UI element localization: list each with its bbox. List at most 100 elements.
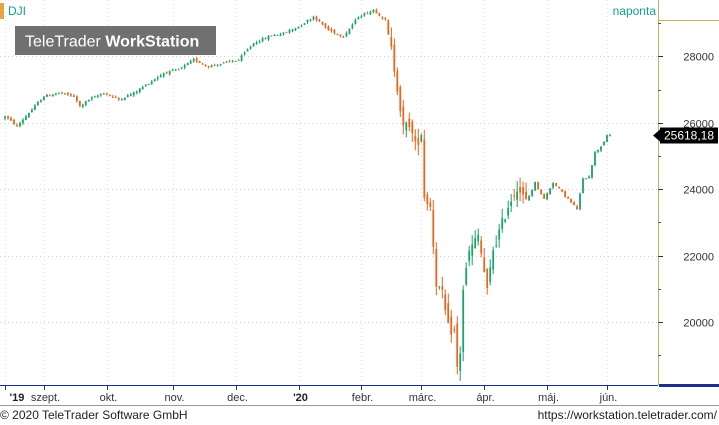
candle-body — [387, 20, 390, 35]
candle-body — [549, 188, 551, 194]
candle-body — [465, 267, 468, 285]
candle-body — [168, 70, 171, 75]
candle-body — [195, 58, 198, 62]
x-tick-label: ápr. — [476, 392, 494, 404]
x-tick-label: dec. — [227, 392, 248, 404]
candle-body — [31, 109, 33, 113]
candle-body — [546, 193, 548, 200]
candlestick-series[interactable] — [4, 8, 611, 381]
candle-body — [405, 122, 408, 131]
candle-body — [606, 135, 608, 142]
candle-body — [255, 42, 258, 45]
candle-body — [414, 136, 417, 142]
candle-body — [498, 229, 501, 240]
candle-body — [495, 245, 498, 247]
candle-body — [561, 189, 563, 192]
footer-copyright: © 2020 TeleTrader Software GmbH — [0, 408, 188, 422]
candle-body — [249, 46, 252, 49]
candle-body — [474, 237, 477, 249]
candle-body — [363, 13, 366, 16]
x-tick-label: jún. — [599, 392, 618, 404]
candle-body — [144, 84, 147, 87]
candle-body — [285, 31, 288, 33]
candle-body — [108, 94, 111, 96]
candle-body — [10, 117, 12, 121]
candle-body — [462, 290, 465, 352]
candle-body — [222, 62, 225, 64]
candle-body — [321, 22, 324, 25]
candle-body — [420, 135, 423, 142]
x-tick-label: '19 — [10, 392, 25, 404]
candle-body — [96, 95, 99, 97]
candle-body — [483, 257, 486, 272]
teletrader-logo: TeleTrader WorkStation — [15, 26, 216, 55]
candle-body — [369, 11, 372, 15]
symbol-label: DJI — [8, 4, 26, 18]
candle-body — [402, 106, 405, 126]
candle-body — [366, 13, 369, 15]
candle-body — [558, 186, 560, 189]
candle-body — [252, 43, 255, 46]
candle-body — [216, 65, 219, 67]
candle-body — [573, 202, 575, 206]
candle-body — [399, 87, 402, 112]
candle-body — [396, 70, 399, 92]
candle-body — [588, 176, 590, 179]
x-tick-label: '20 — [293, 392, 308, 404]
candle-body — [201, 63, 204, 65]
candle-body — [360, 16, 363, 18]
candle-body — [49, 95, 51, 97]
candle-body — [76, 96, 78, 102]
candle-body — [423, 139, 426, 198]
candle-body — [171, 70, 174, 71]
candle-body — [165, 72, 168, 74]
candle-body — [417, 138, 420, 145]
candle-body — [333, 30, 336, 34]
candle-body — [147, 83, 150, 85]
candle-body — [513, 195, 515, 197]
last-price-marker: 25618,18 — [653, 127, 718, 144]
candle-body — [345, 33, 348, 37]
candle-body — [183, 65, 186, 68]
candle-body — [87, 99, 90, 102]
candle-body — [73, 95, 75, 97]
logo-text: TeleTrader WorkStation — [25, 34, 199, 51]
candle-body — [528, 195, 530, 201]
candle-body — [516, 191, 518, 200]
candle-body — [534, 181, 536, 191]
footer-url[interactable]: https://workstation.teletrader.com/ — [538, 408, 718, 422]
interval-label[interactable]: naponta — [613, 4, 657, 18]
candle-body — [174, 69, 177, 71]
candle-body — [294, 28, 297, 31]
candle-body — [309, 19, 312, 21]
candle-body — [435, 249, 438, 287]
candle-body — [570, 198, 572, 203]
candle-body — [207, 66, 210, 68]
candle-body — [282, 32, 285, 35]
candle-body — [291, 29, 294, 31]
candle-body — [453, 329, 456, 331]
candle-body — [501, 218, 504, 229]
candle-body — [61, 92, 63, 94]
candle-body — [141, 86, 144, 89]
candle-body — [7, 116, 9, 119]
candle-body — [447, 303, 450, 324]
candle-body — [64, 93, 66, 95]
y-tick-label: 20000 — [683, 318, 714, 330]
y-tick-label: 24000 — [683, 185, 714, 197]
candle-body — [13, 119, 15, 125]
candle-body — [450, 316, 453, 335]
candle-body — [81, 104, 84, 107]
candle-body — [510, 201, 512, 206]
y-tick-label: 28000 — [683, 52, 714, 64]
candle-body — [579, 193, 581, 210]
candle-body — [288, 30, 291, 33]
candle-body — [378, 13, 381, 16]
candle-body — [213, 64, 216, 66]
candle-body — [225, 61, 228, 63]
candle-body — [231, 61, 234, 63]
x-axis-labels: '19 szept. okt. nov. dec. '20 febr. márc. ápr. má… — [5, 385, 618, 404]
candle-body — [135, 91, 138, 93]
candle-body — [28, 113, 30, 118]
